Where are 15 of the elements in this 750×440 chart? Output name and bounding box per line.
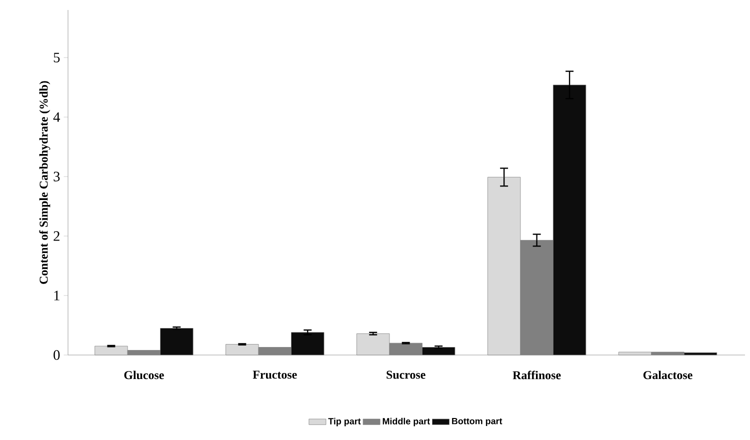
- legend-label: Middle part: [382, 418, 430, 426]
- x-tick-label: Glucose: [124, 370, 164, 380]
- y-tick-label: 2: [54, 231, 60, 241]
- x-tick-label: Galactose: [643, 370, 692, 380]
- x-tick-label: Fructose: [252, 370, 297, 379]
- x-tick-label: Raffinose: [512, 370, 561, 380]
- legend-label: Tip part: [328, 418, 361, 426]
- y-tick-label: 1: [54, 290, 60, 300]
- y-tick-label: 4: [53, 112, 60, 122]
- y-tick-label: 0: [54, 350, 60, 360]
- legend-label: Bottom part: [452, 418, 502, 426]
- x-tick-label: Sucrose: [386, 370, 426, 379]
- y-tick-label: 3: [54, 172, 60, 182]
- y-axis-title: Content of Simple Carbohydrate (%db): [39, 81, 50, 284]
- y-tick-label: 5: [54, 52, 60, 62]
